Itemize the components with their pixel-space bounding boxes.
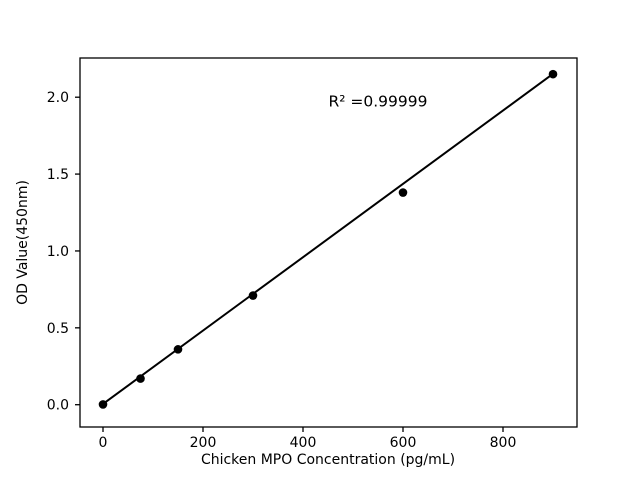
- x-tick-label: 800: [490, 435, 517, 451]
- data-point-marker: [98, 400, 108, 409]
- r-squared-annotation: R² =0.99999: [329, 92, 428, 110]
- y-axis-ticks: 0.0 0.5 1.0 1.5 2.0: [47, 90, 80, 414]
- y-tick-label: 0.0: [47, 398, 69, 414]
- data-point-marker: [136, 374, 145, 383]
- plot-border: [79, 57, 578, 428]
- x-tick-label: 0: [99, 435, 108, 451]
- x-axis-ticks: 0 200 400 600 800: [99, 427, 517, 451]
- data-point-marker: [548, 69, 558, 79]
- x-axis-title: Chicken MPO Concentration (pg/mL): [201, 452, 455, 468]
- y-tick-label: 1.0: [47, 244, 69, 260]
- y-tick-label: 1.5: [47, 167, 69, 183]
- data-point-marker: [173, 345, 183, 354]
- x-tick-label: 400: [290, 435, 317, 451]
- y-tick-label: 0.5: [47, 321, 69, 337]
- fit-line: [102, 72, 554, 405]
- data-point-marker: [248, 291, 258, 300]
- y-axis-title: OD Value(450nm): [15, 180, 31, 305]
- y-tick-label: 2.0: [47, 90, 69, 106]
- data-series: [98, 69, 558, 409]
- data-point-marker: [398, 188, 408, 197]
- x-tick-label: 200: [190, 435, 217, 451]
- x-tick-label: 600: [390, 435, 417, 451]
